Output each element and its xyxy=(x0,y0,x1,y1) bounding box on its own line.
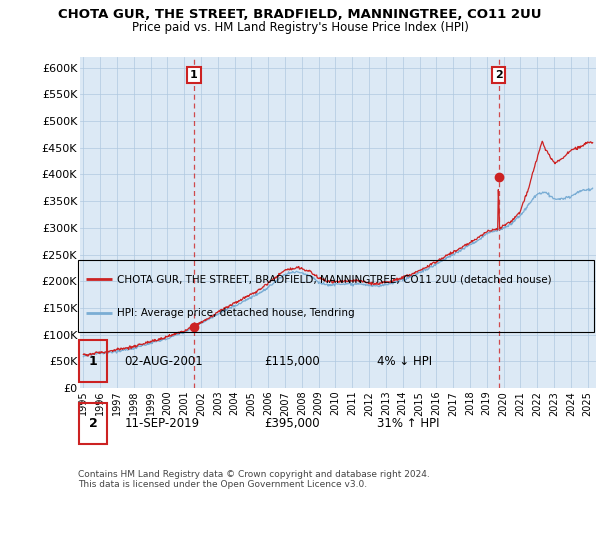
Text: CHOTA GUR, THE STREET, BRADFIELD, MANNINGTREE, CO11 2UU: CHOTA GUR, THE STREET, BRADFIELD, MANNIN… xyxy=(58,8,542,21)
Text: 1: 1 xyxy=(190,70,198,80)
Text: 02-AUG-2001: 02-AUG-2001 xyxy=(124,354,203,368)
Text: HPI: Average price, detached house, Tendring: HPI: Average price, detached house, Tend… xyxy=(116,307,355,318)
Text: 2: 2 xyxy=(494,70,502,80)
Text: Price paid vs. HM Land Registry's House Price Index (HPI): Price paid vs. HM Land Registry's House … xyxy=(131,21,469,34)
Text: 2: 2 xyxy=(89,417,98,430)
Text: £395,000: £395,000 xyxy=(264,417,319,430)
Text: £115,000: £115,000 xyxy=(264,354,320,368)
Text: 4% ↓ HPI: 4% ↓ HPI xyxy=(377,354,433,368)
Text: CHOTA GUR, THE STREET, BRADFIELD, MANNINGTREE, CO11 2UU (detached house): CHOTA GUR, THE STREET, BRADFIELD, MANNIN… xyxy=(116,274,551,284)
Text: 1: 1 xyxy=(89,354,98,368)
Text: 11-SEP-2019: 11-SEP-2019 xyxy=(124,417,200,430)
Text: 31% ↑ HPI: 31% ↑ HPI xyxy=(377,417,440,430)
Text: Contains HM Land Registry data © Crown copyright and database right 2024.
This d: Contains HM Land Registry data © Crown c… xyxy=(78,470,430,489)
